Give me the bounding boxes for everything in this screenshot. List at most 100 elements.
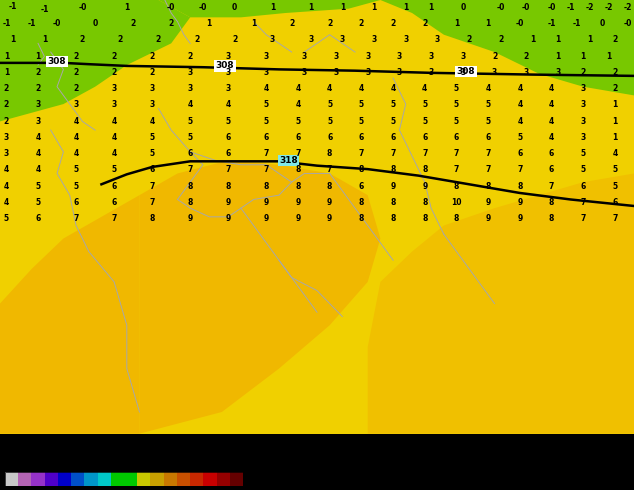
Text: 3: 3 bbox=[581, 100, 586, 109]
Text: 3: 3 bbox=[188, 68, 193, 77]
Text: 5: 5 bbox=[74, 166, 79, 174]
Text: 9: 9 bbox=[391, 182, 396, 191]
Text: 7: 7 bbox=[549, 182, 554, 191]
Text: -24: -24 bbox=[67, 487, 75, 490]
Text: 308: 308 bbox=[456, 67, 476, 76]
Text: 12: 12 bbox=[147, 487, 154, 490]
Text: 8: 8 bbox=[549, 215, 554, 223]
Text: 2: 2 bbox=[80, 35, 85, 45]
Text: 2: 2 bbox=[4, 100, 9, 109]
Text: 8: 8 bbox=[188, 198, 193, 207]
Bar bbox=[177, 472, 190, 486]
Text: 8: 8 bbox=[422, 166, 427, 174]
Text: 3: 3 bbox=[74, 100, 79, 109]
Text: 4: 4 bbox=[517, 117, 522, 126]
Text: -0: -0 bbox=[496, 3, 505, 12]
Text: 7: 7 bbox=[454, 166, 459, 174]
Text: -30: -30 bbox=[53, 487, 62, 490]
Text: 2: 2 bbox=[359, 19, 364, 28]
Text: 5: 5 bbox=[36, 198, 41, 207]
Text: 2: 2 bbox=[150, 68, 155, 77]
Text: 6: 6 bbox=[612, 198, 618, 207]
Text: 4: 4 bbox=[112, 117, 117, 126]
Text: 3: 3 bbox=[333, 68, 339, 77]
Text: 6: 6 bbox=[226, 133, 231, 142]
Text: -1: -1 bbox=[573, 19, 581, 28]
Text: 7: 7 bbox=[581, 215, 586, 223]
Text: 30: 30 bbox=[186, 487, 193, 490]
Text: 3: 3 bbox=[308, 35, 313, 45]
Text: 8: 8 bbox=[454, 182, 459, 191]
Text: 9: 9 bbox=[188, 215, 193, 223]
Text: -2: -2 bbox=[623, 3, 632, 12]
Text: 3: 3 bbox=[403, 35, 408, 45]
Text: -0: -0 bbox=[515, 19, 524, 28]
Text: 8: 8 bbox=[188, 182, 193, 191]
Text: 7: 7 bbox=[486, 149, 491, 158]
Text: 3: 3 bbox=[429, 68, 434, 77]
Text: 5: 5 bbox=[454, 84, 459, 94]
Text: 6: 6 bbox=[454, 133, 459, 142]
Text: 5: 5 bbox=[391, 117, 396, 126]
Text: 3: 3 bbox=[460, 52, 465, 61]
Text: 3: 3 bbox=[36, 100, 41, 109]
Text: 4: 4 bbox=[517, 84, 522, 94]
Text: 1: 1 bbox=[486, 19, 491, 28]
Text: 8: 8 bbox=[327, 149, 332, 158]
Text: 9: 9 bbox=[517, 198, 522, 207]
Text: 3: 3 bbox=[270, 35, 275, 45]
Text: -2: -2 bbox=[604, 3, 613, 12]
Text: 2: 2 bbox=[74, 84, 79, 94]
Text: 5: 5 bbox=[150, 149, 155, 158]
Text: 9: 9 bbox=[226, 198, 231, 207]
Text: 4: 4 bbox=[36, 149, 41, 158]
Text: 18: 18 bbox=[160, 487, 167, 490]
Text: -1: -1 bbox=[27, 19, 36, 28]
Text: 2: 2 bbox=[524, 52, 529, 61]
Text: 2: 2 bbox=[112, 52, 117, 61]
Text: 42: 42 bbox=[213, 487, 220, 490]
Text: 9: 9 bbox=[295, 198, 301, 207]
Text: 3: 3 bbox=[555, 68, 560, 77]
Text: 5: 5 bbox=[359, 100, 364, 109]
Text: 8: 8 bbox=[150, 215, 155, 223]
Text: 4: 4 bbox=[74, 117, 79, 126]
Text: -48: -48 bbox=[14, 487, 23, 490]
Text: 6: 6 bbox=[264, 133, 269, 142]
Text: 3: 3 bbox=[581, 133, 586, 142]
Text: -2: -2 bbox=[585, 3, 594, 12]
Text: 5: 5 bbox=[422, 100, 427, 109]
Text: 2: 2 bbox=[422, 19, 427, 28]
Text: 8: 8 bbox=[264, 182, 269, 191]
Text: 9: 9 bbox=[327, 198, 332, 207]
Text: 2: 2 bbox=[4, 117, 9, 126]
Text: 5: 5 bbox=[327, 100, 332, 109]
Text: 4: 4 bbox=[612, 149, 618, 158]
Text: 10: 10 bbox=[451, 198, 462, 207]
Text: -36: -36 bbox=[40, 487, 49, 490]
Text: 4: 4 bbox=[226, 100, 231, 109]
Text: 3: 3 bbox=[581, 84, 586, 94]
Text: 3: 3 bbox=[333, 52, 339, 61]
Text: 48: 48 bbox=[226, 487, 233, 490]
Text: 4: 4 bbox=[74, 133, 79, 142]
Text: Th 20-06-2024 18:00 UTC (12+54): Th 20-06-2024 18:00 UTC (12+54) bbox=[439, 436, 632, 446]
Text: 5: 5 bbox=[4, 215, 9, 223]
Text: 6: 6 bbox=[359, 182, 364, 191]
Text: 7: 7 bbox=[327, 166, 332, 174]
Text: 5: 5 bbox=[612, 166, 618, 174]
Text: 7: 7 bbox=[391, 149, 396, 158]
Text: 8: 8 bbox=[359, 215, 364, 223]
Text: 308: 308 bbox=[48, 57, 67, 66]
Text: 6: 6 bbox=[150, 166, 155, 174]
Text: 1: 1 bbox=[587, 35, 592, 45]
Text: 4: 4 bbox=[517, 100, 522, 109]
Text: 2: 2 bbox=[36, 68, 41, 77]
Text: 1: 1 bbox=[372, 3, 377, 12]
Text: 4: 4 bbox=[150, 117, 155, 126]
Text: 6: 6 bbox=[295, 133, 301, 142]
Text: Height/Temp. 700 hPa [gdmp][°C] ECMWF: Height/Temp. 700 hPa [gdmp][°C] ECMWF bbox=[2, 436, 236, 446]
Text: 3: 3 bbox=[264, 52, 269, 61]
Text: 8: 8 bbox=[517, 182, 522, 191]
Bar bbox=[190, 472, 204, 486]
